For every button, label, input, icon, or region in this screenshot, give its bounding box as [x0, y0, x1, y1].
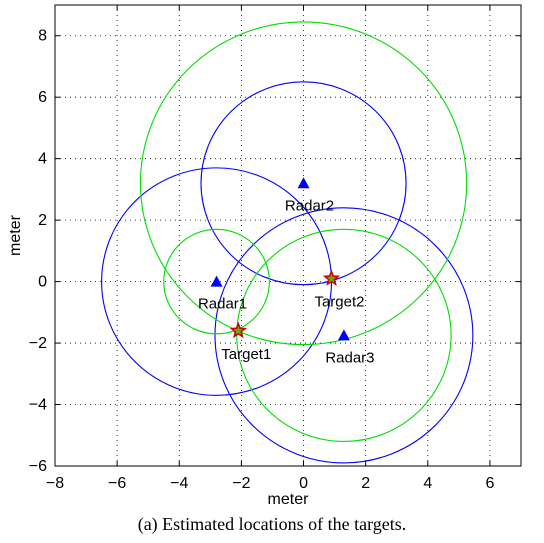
x-tick-label: 0 [299, 475, 308, 492]
x-tick-label: −6 [108, 475, 126, 492]
x-axis-label: meter [268, 491, 310, 508]
target-star-core [233, 325, 243, 335]
radar-label: Radar3 [325, 349, 374, 366]
radar-label: Radar2 [285, 197, 334, 214]
target-label: Target1 [221, 346, 271, 363]
y-tick-label: 8 [38, 28, 47, 45]
grid-lines [54, 5, 521, 467]
x-tick-label: −2 [232, 475, 250, 492]
range-circle [163, 228, 270, 335]
range-circle [214, 207, 474, 464]
markers [210, 177, 350, 341]
radar-marker [210, 275, 223, 287]
y-tick-label: 0 [38, 274, 47, 291]
annotations: Radar1 Radar2 Radar3 Target1 Target2 [198, 197, 375, 366]
y-tick-label: 2 [38, 212, 47, 229]
x-tick-label: −4 [170, 475, 188, 492]
x-tick-label: 2 [361, 475, 370, 492]
range-circles [101, 21, 474, 464]
y-axis-label: meter [7, 214, 24, 256]
y-tick-label: −6 [29, 458, 47, 475]
y-tick-label: −4 [29, 397, 47, 414]
figure-caption: (a) Estimated locations of the targets. [137, 514, 407, 534]
range-circle [139, 21, 468, 346]
x-tick-label: 6 [485, 475, 494, 492]
radar-marker [337, 329, 350, 341]
x-tick-label: −8 [46, 475, 64, 492]
plot-frame [54, 4, 522, 467]
target-star-core [326, 273, 337, 283]
y-tick-label: 4 [38, 151, 47, 168]
radar-label: Radar1 [198, 296, 247, 313]
target-label: Target2 [314, 294, 364, 311]
x-tick-label: 4 [423, 475, 432, 492]
range-circle [200, 81, 407, 286]
y-tick-label: −2 [29, 335, 47, 352]
radar-marker [297, 177, 310, 189]
y-tick-label: 6 [38, 89, 47, 106]
